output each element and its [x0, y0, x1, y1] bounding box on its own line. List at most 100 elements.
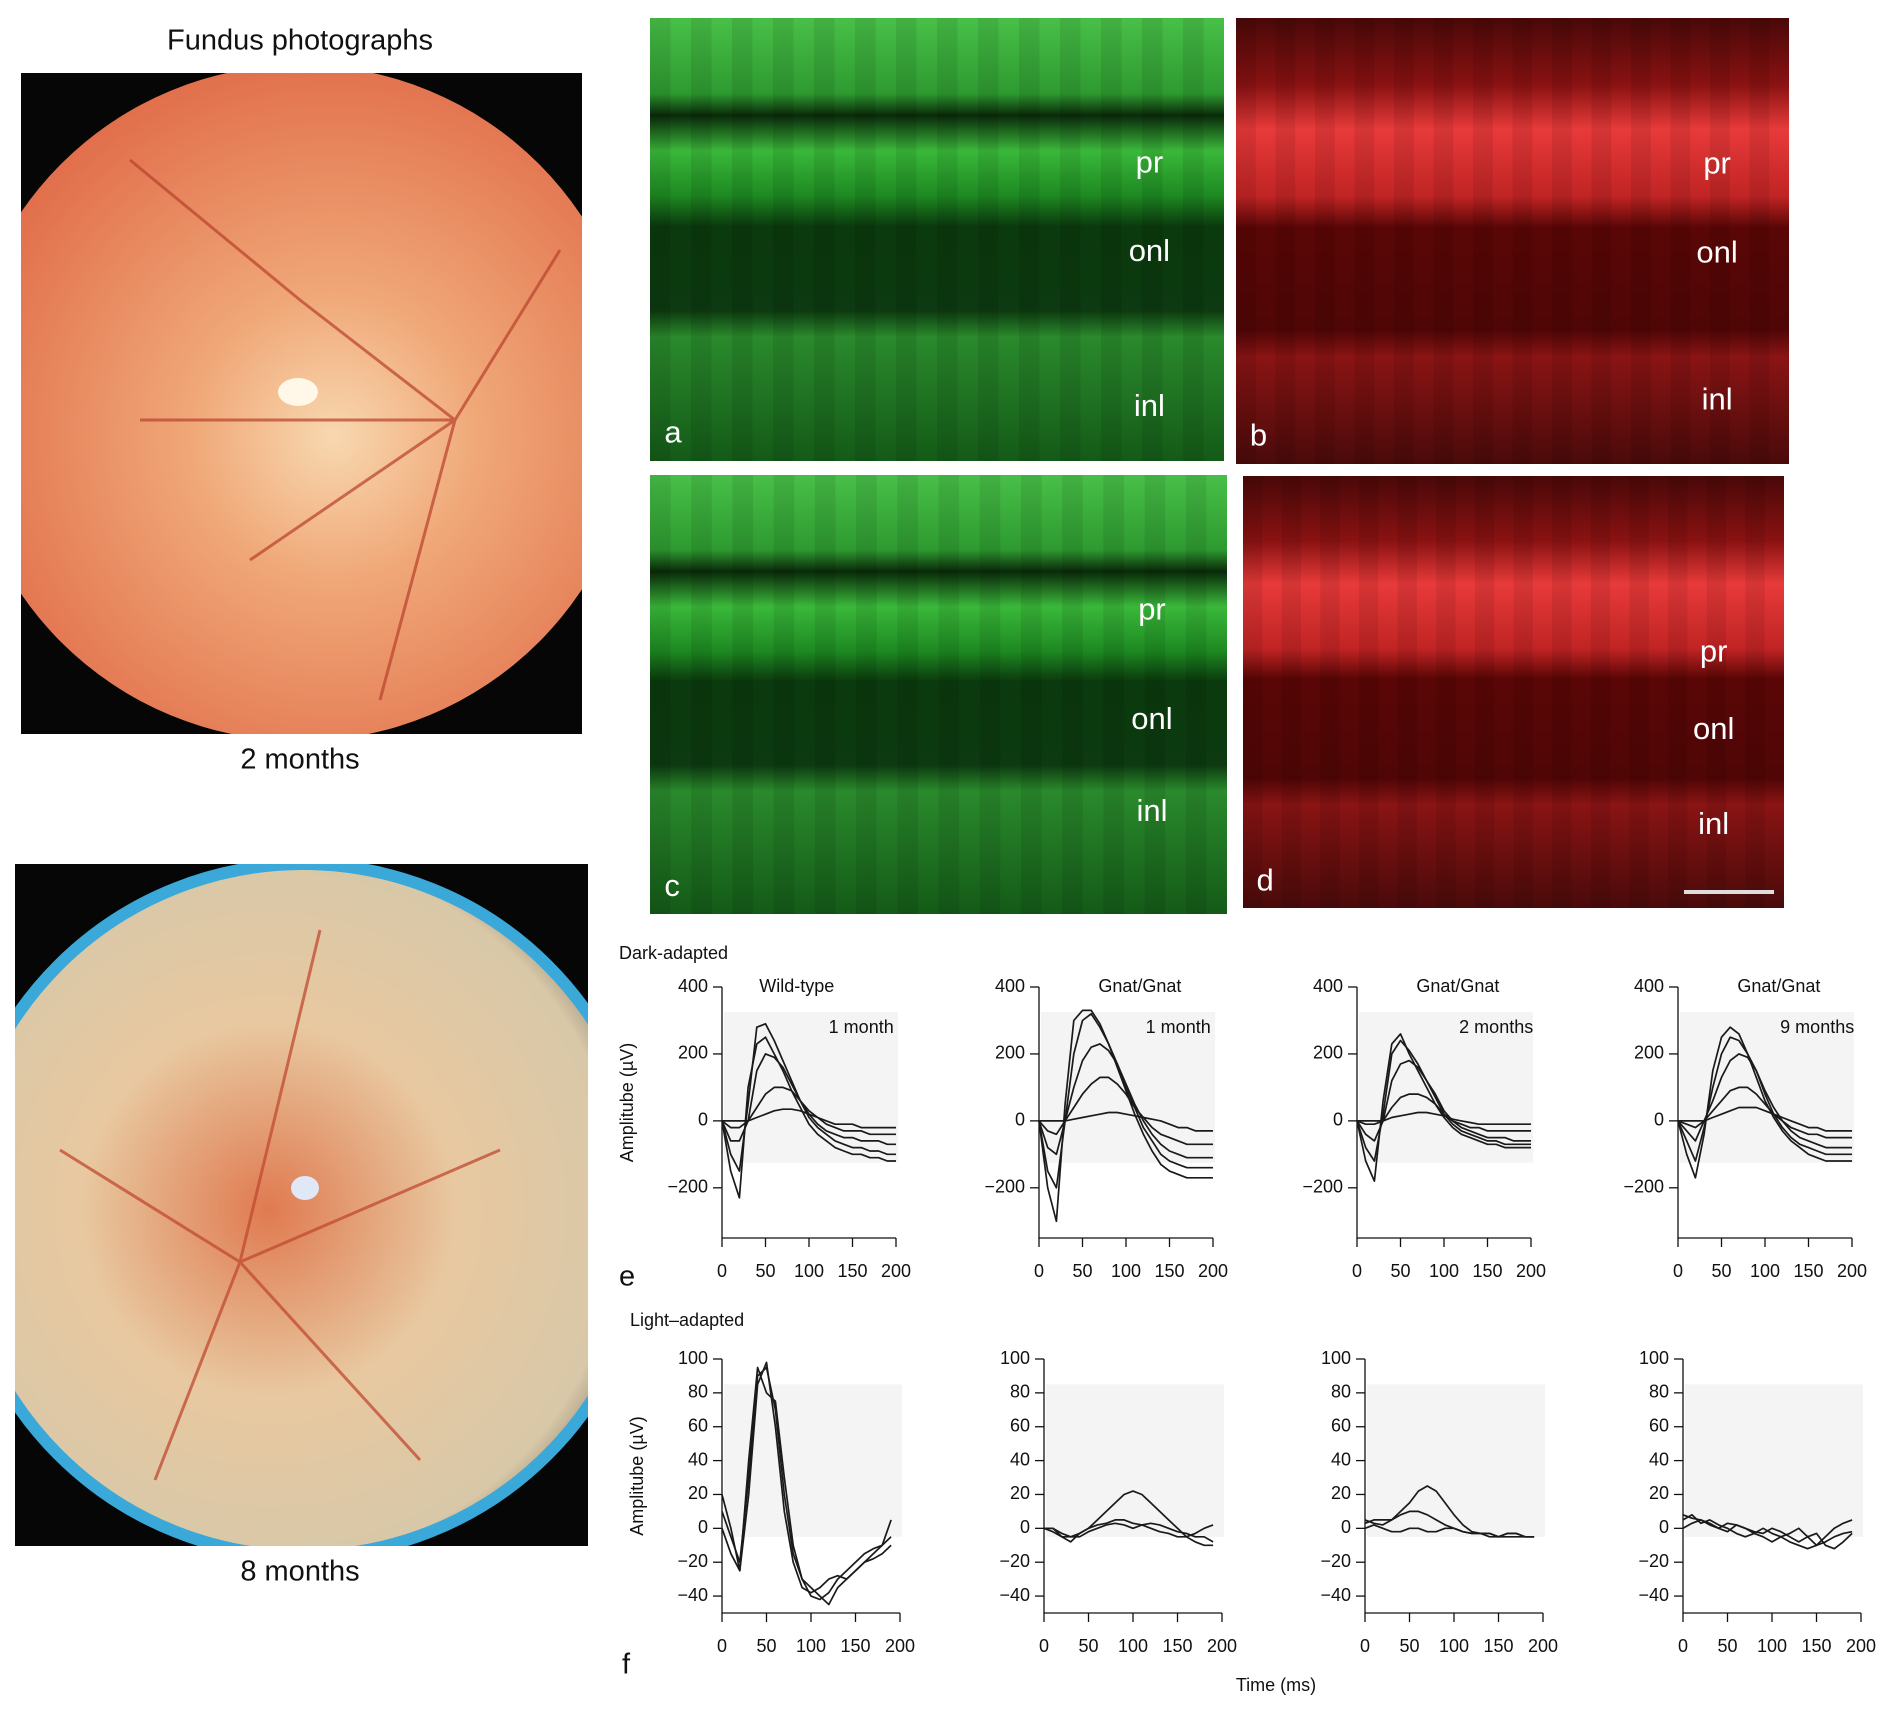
- texture: [1749, 18, 1770, 464]
- x-tick-label: 0: [1034, 1261, 1044, 1281]
- erg-chart: −200 0 200 400 0 50 100 150 200 Gnat/Gnat 1 month: [984, 976, 1228, 1281]
- x-tick-label: 150: [1801, 1636, 1831, 1656]
- y-tick-label: 20: [1649, 1483, 1669, 1503]
- y-tick-label: 20: [1331, 1483, 1351, 1503]
- texture: [1670, 18, 1691, 464]
- y-axis-label: Amplitube (µV): [617, 1043, 637, 1162]
- layer-label: onl: [1131, 701, 1172, 736]
- texture: [1473, 18, 1493, 464]
- chart-subtitle: 1 month: [1146, 1017, 1211, 1037]
- layer-label: inl: [1136, 793, 1167, 828]
- texture: [1144, 475, 1166, 914]
- texture: [1062, 475, 1083, 914]
- texture: [1183, 18, 1204, 461]
- plot-shade: [1367, 1384, 1545, 1537]
- texture: [855, 18, 876, 461]
- texture: [1590, 476, 1611, 908]
- panel-letter: f: [622, 1649, 631, 1681]
- y-tick-label: −40: [1638, 1585, 1669, 1605]
- x-tick-label: 100: [796, 1636, 826, 1656]
- texture: [1354, 18, 1375, 464]
- y-tick-label: 100: [1000, 1348, 1030, 1368]
- texture: [1552, 476, 1572, 908]
- y-tick-label: 60: [1331, 1415, 1351, 1435]
- x-tick-label: 200: [1207, 1636, 1237, 1656]
- fundus-title: Fundus photographs: [167, 25, 433, 57]
- y-tick-label: 0: [1020, 1517, 1030, 1537]
- trace: [721, 1361, 892, 1594]
- layer-label: pr: [1700, 633, 1728, 668]
- trace: [1357, 1111, 1531, 1126]
- chart-subtitle: 2 months: [1459, 1017, 1533, 1037]
- texture: [1631, 18, 1651, 464]
- texture: [1745, 476, 1765, 908]
- y-tick-label: 80: [688, 1382, 708, 1402]
- x-tick-label: 50: [1390, 1261, 1410, 1281]
- texture: [1019, 18, 1040, 461]
- trace: [1677, 1086, 1852, 1139]
- y-tick-label: 80: [1331, 1382, 1351, 1402]
- texture: [1436, 476, 1456, 908]
- x-tick-label: 50: [1072, 1261, 1092, 1281]
- y-tick-label: 200: [1313, 1043, 1343, 1063]
- chart-title: Gnat/Gnat: [1098, 976, 1181, 996]
- trace: [1038, 1009, 1213, 1223]
- texture: [1142, 18, 1163, 461]
- y-tick-label: 0: [1341, 1517, 1351, 1537]
- y-tick-label: −20: [677, 1551, 708, 1571]
- y-tick-label: 20: [1010, 1483, 1030, 1503]
- y-tick-label: 20: [688, 1483, 708, 1503]
- texture: [937, 18, 958, 461]
- y-tick-label: −20: [999, 1551, 1030, 1571]
- y-tick-label: 60: [688, 1415, 708, 1435]
- texture: [897, 475, 918, 914]
- panel-letter: e: [619, 1261, 635, 1293]
- x-tick-label: 0: [1039, 1636, 1049, 1656]
- layer-label: pr: [1703, 145, 1731, 180]
- x-tick-label: 100: [794, 1261, 824, 1281]
- y-tick-label: 0: [698, 1110, 708, 1130]
- x-tick-label: 150: [1154, 1261, 1184, 1281]
- trace: [1677, 1053, 1852, 1149]
- y-tick-label: 0: [698, 1517, 708, 1537]
- y-tick-label: 40: [1010, 1449, 1030, 1469]
- x-tick-label: 100: [1757, 1636, 1787, 1656]
- texture: [1236, 18, 1256, 464]
- y-axis-label: Amplitube (µV): [627, 1416, 647, 1535]
- layer-label: inl: [1134, 388, 1165, 423]
- plot-shade: [1685, 1384, 1863, 1537]
- x-tick-label: 0: [1678, 1636, 1688, 1656]
- x-tick-label: 150: [840, 1636, 870, 1656]
- panel-letter: c: [664, 868, 680, 903]
- texture: [1060, 18, 1081, 461]
- x-tick-label: 200: [881, 1261, 911, 1281]
- x-tick-label: 0: [1673, 1261, 1683, 1281]
- erg-chart: −40 −20 0 20 40 60 80 100 0 50 100 150 200: [1320, 1348, 1558, 1656]
- micrograph: [1243, 476, 1784, 908]
- y-tick-label: 60: [1649, 1415, 1669, 1435]
- trace: [1038, 1012, 1213, 1189]
- texture: [856, 475, 877, 914]
- trace: [1682, 1519, 1853, 1550]
- y-tick-label: 400: [995, 976, 1025, 996]
- y-tick-label: 0: [1015, 1110, 1025, 1130]
- trace: [1356, 1059, 1531, 1142]
- texture: [732, 475, 754, 914]
- y-tick-label: 100: [1321, 1348, 1351, 1368]
- erg-chart: −200 0 200 400 0 50 100 150 200 Gnat/Gnat 9 months: [1623, 976, 1867, 1281]
- trace: [721, 1022, 896, 1172]
- x-axis-label: Time (ms): [1236, 1675, 1316, 1695]
- erg-chart: −200 0 200 400 0 50 100 150 200 Wild-type 1 month A…: [617, 976, 911, 1281]
- x-tick-label: 100: [1118, 1636, 1148, 1656]
- texture: [1668, 476, 1688, 908]
- y-tick-label: 40: [1331, 1449, 1351, 1469]
- x-tick-label: 0: [1352, 1261, 1362, 1281]
- y-tick-label: 200: [1634, 1043, 1664, 1063]
- texture: [1629, 476, 1649, 908]
- trace: [1364, 1510, 1535, 1538]
- panel-letter: a: [664, 415, 682, 450]
- chart-title: Gnat/Gnat: [1416, 976, 1499, 996]
- texture: [896, 18, 917, 461]
- chart-title: Wild-type: [759, 976, 834, 996]
- x-tick-label: 0: [717, 1636, 727, 1656]
